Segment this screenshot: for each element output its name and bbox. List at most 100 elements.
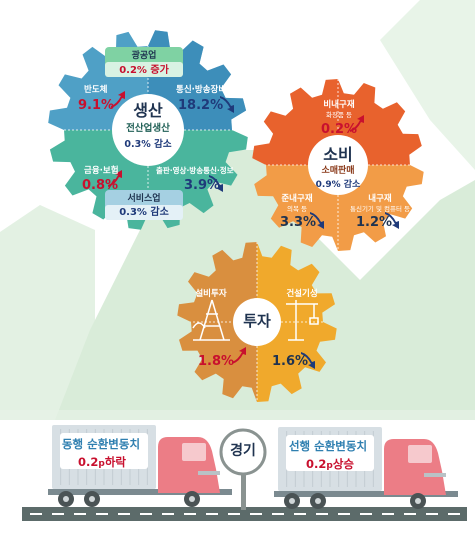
up-arrow-icon <box>232 347 246 364</box>
road-dash <box>184 513 196 515</box>
consumption-subtitle: 소매판매 <box>321 166 355 176</box>
truck-chassis <box>274 491 458 497</box>
signpost-pole <box>241 462 246 510</box>
road-dash <box>426 513 438 515</box>
nondurable-sub: 화장품 등 <box>326 111 352 119</box>
facility-label: 설비투자 <box>195 289 227 299</box>
road-dash <box>360 513 372 515</box>
road-dash <box>140 513 152 515</box>
durable-label: 내구재 <box>368 194 392 204</box>
durable-value: 1.2% <box>356 215 393 230</box>
mining-pill-bottom <box>105 62 183 77</box>
leading-value-line: 0.2p상승 <box>306 457 354 471</box>
semiconductor-value: 9.1% <box>78 98 115 113</box>
road-dashes <box>30 513 460 515</box>
up-arrow-icon <box>108 170 122 187</box>
consumption-change: 0.9% 감소 <box>315 180 361 190</box>
construction-label: 건설기성 <box>286 289 318 299</box>
truck-hub <box>415 498 421 504</box>
crane-icon <box>286 300 319 341</box>
truck-grille <box>198 471 220 475</box>
road-dash <box>404 513 416 515</box>
finance-label: 금융·보험 <box>84 166 119 176</box>
up-arrow-icon <box>111 91 125 108</box>
telecom-label: 통신·방송장비 <box>176 85 227 95</box>
truck-window <box>408 445 432 463</box>
semidurable-value: 3.3% <box>280 215 317 230</box>
truck-hub <box>289 498 295 504</box>
trend-arrows <box>108 91 399 369</box>
leading-suffix: 상승 <box>332 457 354 471</box>
consumption-title: 소비 <box>323 145 353 164</box>
economy-title: 경기 <box>230 443 256 459</box>
durable-sub: 통신기기 및 컴퓨터 등 <box>349 205 411 213</box>
leading-unit: p <box>326 461 333 471</box>
construction-value: 1.6% <box>272 354 309 369</box>
semidurable-label: 준내구재 <box>281 194 313 204</box>
down-arrow-icon <box>209 175 223 192</box>
down-arrow-icon <box>310 212 324 229</box>
road-dash <box>338 513 350 515</box>
services-label: 서비스업 <box>127 194 161 204</box>
publishing-label: 출판·영상·방송통신·정보 <box>156 166 234 175</box>
mining-label: 광공업 <box>131 51 157 61</box>
road-dash <box>96 513 108 515</box>
truck-icon-right <box>274 427 458 509</box>
truck-chassis <box>48 489 232 495</box>
mountain-right-peak <box>380 0 475 170</box>
leading-value: 0.2 <box>306 457 327 471</box>
road-dash <box>382 513 394 515</box>
truck-window <box>182 443 206 461</box>
coincident-label: 동행 순환변동치 <box>61 437 141 451</box>
up-arrow-icon <box>350 115 364 132</box>
road-dash <box>250 513 262 515</box>
road-dash <box>206 513 218 515</box>
production-subtitle: 전산업생산 <box>126 123 170 134</box>
road <box>22 507 467 521</box>
finance-value: 0.8% <box>82 178 119 193</box>
truck-label-panel <box>286 435 374 471</box>
road-dash <box>118 513 130 515</box>
coincident-suffix: 하락 <box>104 455 126 469</box>
production-center <box>112 94 184 166</box>
leading-label: 선행 순환변동치 <box>288 439 368 453</box>
semidurable-sub: 의복 등 <box>286 205 308 213</box>
truck-hub <box>89 496 95 502</box>
consumption-center <box>308 135 368 195</box>
mining-value: 0.2% 증가 <box>119 65 169 76</box>
facility-value: 1.8% <box>198 354 235 369</box>
road-dash <box>316 513 328 515</box>
down-arrow-icon <box>301 352 315 369</box>
truck-hub <box>63 496 69 502</box>
nondurable-value: 0.2% <box>321 122 358 137</box>
down-arrow-icon <box>385 212 399 229</box>
road-dash <box>52 513 64 515</box>
road-dash <box>272 513 284 515</box>
nondurable-label: 비내구재 <box>323 100 355 110</box>
investment-center <box>233 298 281 346</box>
coincident-unit: p <box>98 459 105 469</box>
production-change: 0.3% 감소 <box>124 139 172 150</box>
production-title: 생산 <box>133 101 163 120</box>
coincident-value-line: 0.2p하락 <box>78 455 126 469</box>
truck-icon-left <box>48 425 232 507</box>
road-dash <box>162 513 174 515</box>
truck-hub <box>315 498 321 504</box>
truck-hub <box>189 496 195 502</box>
telecom-value: 18.2% <box>178 98 224 113</box>
road-dash <box>30 513 42 515</box>
investment-title: 투자 <box>243 312 271 330</box>
road-dash <box>74 513 86 515</box>
road-dash <box>294 513 306 515</box>
truck-grille <box>424 473 446 477</box>
road-dash <box>228 513 240 515</box>
signpost-icon <box>219 428 267 476</box>
publishing-value: 3.9% <box>184 178 221 193</box>
road-dash <box>448 513 460 515</box>
oil-rig-icon <box>192 299 230 341</box>
coincident-value: 0.2 <box>78 455 99 469</box>
down-arrow-icon <box>220 96 234 113</box>
semiconductor-label: 반도체 <box>84 85 108 95</box>
